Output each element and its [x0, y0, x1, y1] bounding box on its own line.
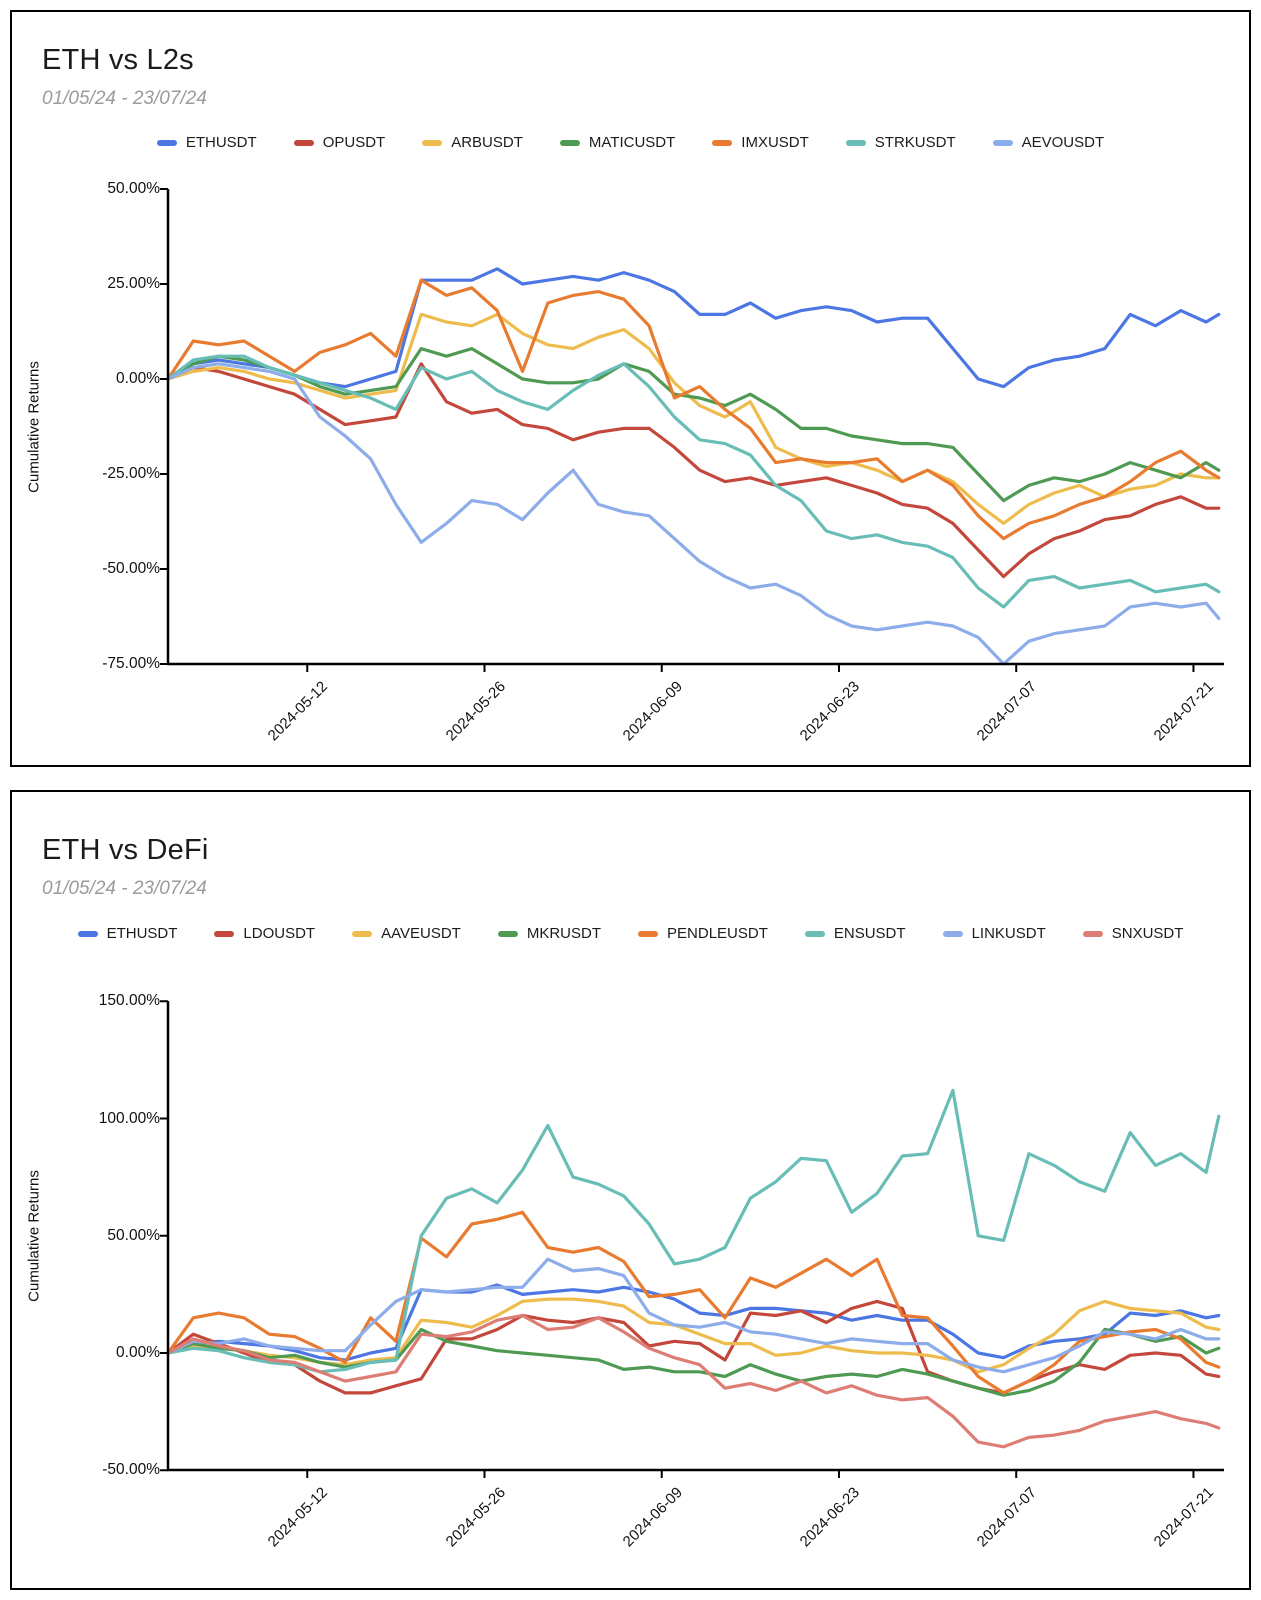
series-line-STRKUSDT [166, 354, 1221, 609]
legend-swatch-icon [77, 930, 98, 937]
legend-item-ETHUSDT: ETHUSDT [156, 134, 257, 151]
legend-item-OPUSDT: OPUSDT [293, 134, 386, 151]
y-tick-label: 150.00% [98, 992, 160, 1010]
legend-label: STRKUSDT [874, 134, 956, 151]
series-line-ARBUSDT [166, 312, 1221, 525]
legend-item-MKRUSDT: MKRUSDT [497, 925, 602, 942]
y-tick-label: 0.00% [116, 370, 160, 387]
series-line-PENDLEUSDT [166, 1210, 1221, 1395]
legend-item-IMXUSDT: IMXUSDT [712, 134, 809, 151]
legend-label: AEVOUSDT [1021, 134, 1105, 151]
y-tick-label: 25.00% [107, 275, 160, 292]
legend-item-STRKUSDT: STRKUSDT [845, 134, 956, 151]
legend-label: LDOUSDT [243, 925, 316, 942]
legend-swatch-icon [992, 139, 1013, 146]
legend-swatch-icon [422, 139, 443, 146]
series-line-OPUSDT [166, 362, 1221, 579]
legend-label: ARBUSDT [451, 134, 523, 151]
legend-swatch-icon [293, 139, 314, 146]
legend-label: AAVEUSDT [381, 925, 461, 942]
series-line-LINKUSDT [166, 1257, 1221, 1374]
chart-title: ETH vs DeFi [42, 834, 209, 866]
chart-date-range: 01/05/24 - 23/07/24 [42, 88, 207, 109]
y-tick-label: -25.00% [102, 465, 160, 482]
legend-swatch-icon [559, 139, 580, 146]
series-line-ENSUSDT [166, 1088, 1221, 1374]
series-line-MATICUSDT [166, 347, 1221, 503]
legend-item-AEVOUSDT: AEVOUSDT [992, 134, 1105, 151]
legend-swatch-icon [1082, 930, 1103, 937]
chart-title: ETH vs L2s [42, 44, 194, 76]
legend-item-ETHUSDT: ETHUSDT [77, 925, 178, 942]
chart-card-eth-vs-defi: ETH vs DeFi 01/05/24 - 23/07/24 ETHUSDT L… [10, 790, 1251, 1590]
series-line-SNXUSDT [166, 1313, 1221, 1449]
legend-swatch-icon [352, 930, 373, 937]
legend-swatch-icon [497, 930, 518, 937]
legend-label: PENDLEUSDT [667, 925, 768, 942]
series-line-AEVOUSDT [166, 362, 1221, 666]
legend-label: IMXUSDT [741, 134, 809, 151]
series-line-MKRUSDT [166, 1327, 1221, 1397]
legend-item-LINKUSDT: LINKUSDT [942, 925, 1046, 942]
legend-label: MKRUSDT [526, 925, 602, 942]
legend-swatch-icon [942, 930, 963, 937]
legend-item-ENSUSDT: ENSUSDT [804, 925, 906, 942]
legend-item-AAVEUSDT: AAVEUSDT [352, 925, 461, 942]
legend-item-MATICUSDT: MATICUSDT [559, 134, 676, 151]
legend-label: LINKUSDT [971, 925, 1046, 942]
series-line-LDOUSDT [166, 1299, 1221, 1395]
legend-label: ETHUSDT [185, 134, 257, 151]
legend-label: ENSUSDT [833, 925, 906, 942]
legend-item-PENDLEUSDT: PENDLEUSDT [638, 925, 768, 942]
legend-item-SNXUSDT: SNXUSDT [1082, 925, 1184, 942]
legend-swatch-icon [638, 930, 659, 937]
y-tick-label: -50.00% [102, 560, 160, 577]
legend-swatch-icon [845, 139, 866, 146]
legend-label: ETHUSDT [106, 925, 178, 942]
chart-date-range: 01/05/24 - 23/07/24 [42, 878, 207, 899]
series-line-AAVEUSDT [166, 1297, 1221, 1374]
y-tick-label: 50.00% [107, 1226, 160, 1244]
series-line-ETHUSDT [166, 267, 1221, 389]
plot-svg [160, 188, 1224, 672]
legend-label: MATICUSDT [588, 134, 676, 151]
legend-label: OPUSDT [322, 134, 386, 151]
legend-swatch-icon [804, 930, 825, 937]
legend: ETHUSDT LDOUSDT AAVEUSDT MKRUSDT PENDLEUSDT E… [12, 925, 1249, 942]
y-tick-label: 0.00% [116, 1344, 160, 1361]
legend-item-LDOUSDT: LDOUSDT [214, 925, 315, 942]
legend-label: SNXUSDT [1111, 925, 1184, 942]
series-line-ETHUSDT [166, 1283, 1221, 1362]
y-tick-label: -75.00% [102, 655, 160, 672]
legend-swatch-icon [712, 139, 733, 146]
plot-svg [160, 1000, 1224, 1478]
y-tick-label: 100.00% [98, 1109, 160, 1127]
legend: ETHUSDT OPUSDT ARBUSDT MATICUSDT IMXUSDT STRK… [12, 134, 1249, 151]
chart-card-eth-vs-l2s: ETH vs L2s 01/05/24 - 23/07/24 ETHUSDT OP… [10, 10, 1251, 767]
legend-swatch-icon [156, 139, 177, 146]
y-tick-label: 50.00% [107, 180, 160, 197]
y-tick-label: -50.00% [102, 1461, 160, 1479]
legend-swatch-icon [214, 930, 235, 937]
legend-item-ARBUSDT: ARBUSDT [422, 134, 523, 151]
series-line-IMXUSDT [166, 278, 1221, 541]
